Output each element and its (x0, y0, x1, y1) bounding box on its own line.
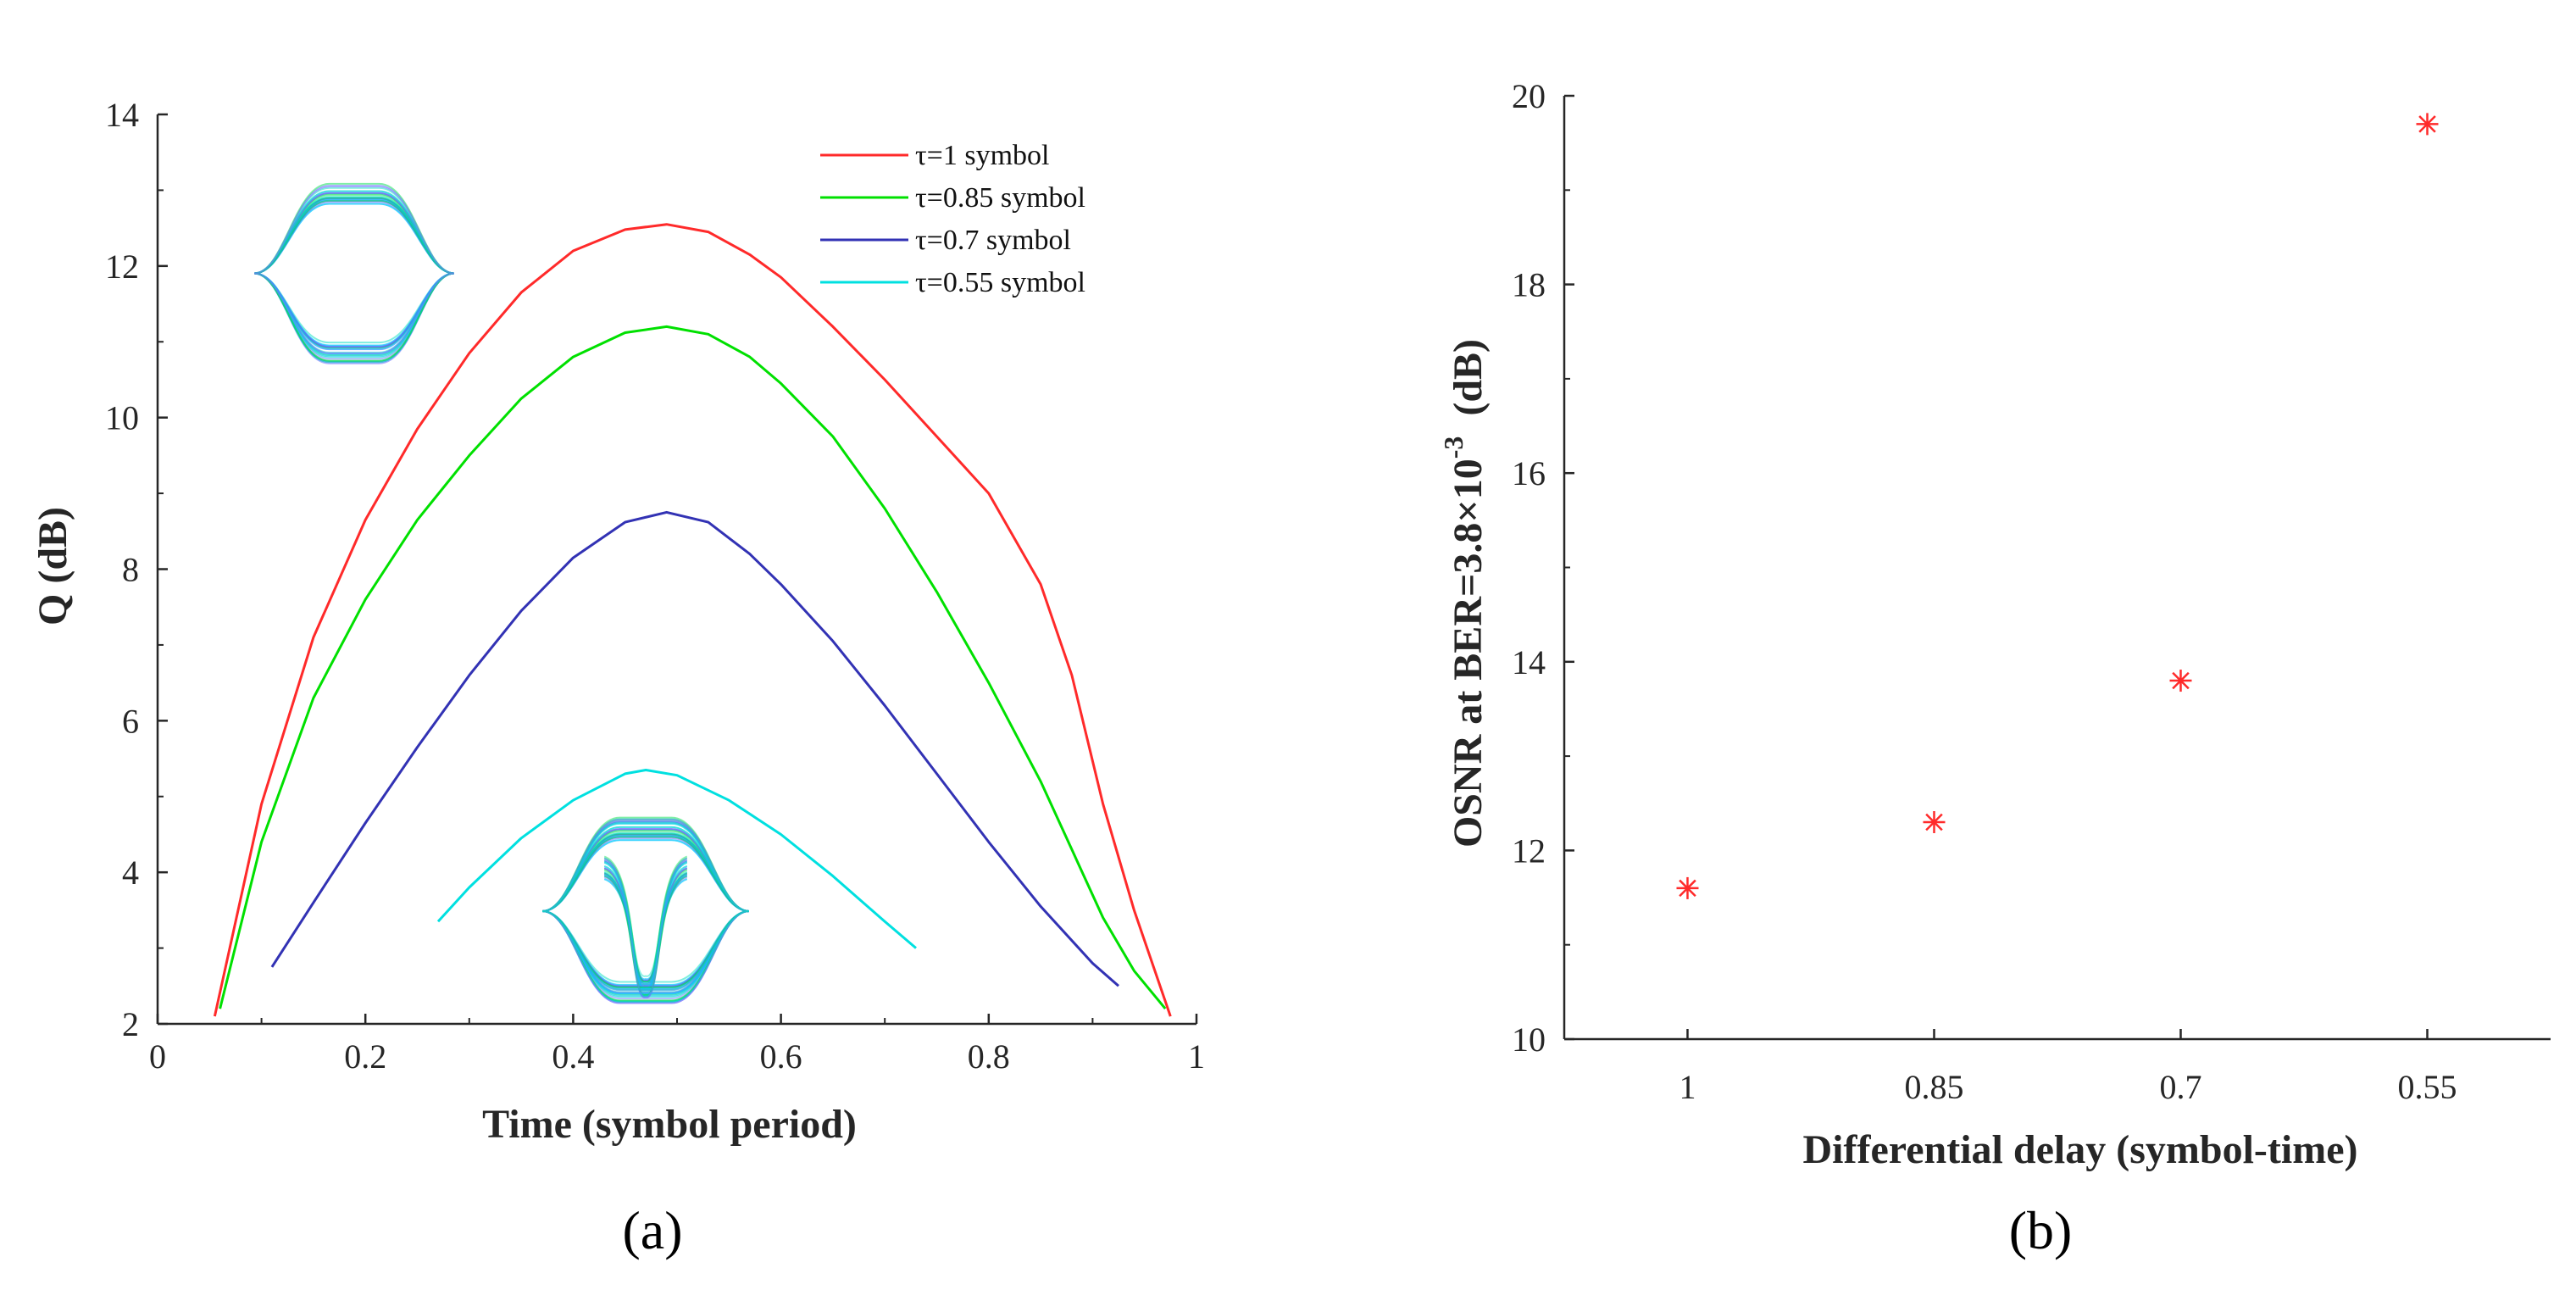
y-axis-title-main: OSNR at BER=3.8×10 (1446, 459, 1491, 848)
x-axis-title: Time (symbol period) (482, 1102, 857, 1147)
y-axis-title-unit: (dB) (1446, 339, 1491, 416)
series-line-1 (213, 223, 1172, 1017)
eye-diagram-inset-open (253, 182, 455, 364)
legend-label: τ=0.85 symbol (915, 182, 1085, 214)
series-line-2 (219, 325, 1167, 1010)
panel-label-a: (a) (622, 1200, 682, 1260)
x-tick-label: 0.7 (2160, 1068, 2202, 1106)
legend-label: τ=0.55 symbol (915, 267, 1085, 298)
y-tick-label: 16 (1512, 454, 1546, 492)
series-line-3 (270, 510, 1119, 987)
y-tick-label: 14 (1512, 643, 1546, 681)
eye-diagram-inset-closed (541, 816, 750, 1004)
eye-diagram-insets (253, 182, 750, 1004)
data-point-2 (1923, 811, 1946, 834)
x-tick-label: 1 (1188, 1037, 1205, 1076)
legend: τ=1 symbol τ=0.85 symbol τ=0.7 symbol τ=0.5… (820, 140, 1085, 298)
y-tick-label: 18 (1512, 266, 1546, 304)
y-tick-label: 6 (122, 702, 139, 740)
x-tick-label: 0.8 (968, 1037, 1010, 1076)
y-tick-label: 12 (1512, 831, 1546, 870)
y-tick-label: 4 (122, 854, 139, 892)
legend-label: τ=0.7 symbol (915, 225, 1071, 256)
x-tick-label: 0.4 (552, 1037, 594, 1076)
x-tick-label: 0.2 (344, 1037, 386, 1076)
y-tick-label: 20 (1512, 77, 1546, 115)
x-tick-label: 0.6 (760, 1037, 802, 1076)
x-tick-label: 0.85 (1905, 1068, 1964, 1106)
panel-b-scatter-chart: 1 0.85 0.7 0.55 10 12 14 16 18 20 Differential de… (1438, 77, 2551, 1260)
panel-label-b: (b) (2009, 1200, 2073, 1260)
series-line-4 (436, 769, 917, 949)
axes (1563, 94, 2551, 1041)
y-axis-title: Q (dB) (31, 507, 75, 626)
x-tick-label: 0.55 (2398, 1068, 2457, 1106)
y-tick-label: 8 (122, 551, 139, 589)
tick-labels: 1 0.85 0.7 0.55 10 12 14 16 18 20 (1512, 77, 2457, 1106)
y-axis-title-exponent: -3 (1438, 436, 1468, 459)
data-point-3 (2169, 670, 2192, 692)
y-tick-label: 2 (122, 1005, 139, 1043)
x-axis-title: Differential delay (symbol-time) (1803, 1127, 2358, 1172)
axes (156, 113, 1198, 1026)
data-point-4 (2416, 113, 2439, 136)
data-points (1676, 113, 2439, 899)
y-tick-label: 10 (105, 399, 139, 437)
legend-label: τ=1 symbol (915, 140, 1049, 171)
x-tick-label: 0 (149, 1037, 166, 1076)
data-point-1 (1676, 876, 1699, 899)
y-tick-label: 14 (105, 96, 139, 134)
series-lines (213, 223, 1172, 1017)
y-tick-label: 12 (105, 247, 139, 286)
y-axis-title: OSNR at BER=3.8×10-3 (dB) (1438, 339, 1491, 848)
y-tick-label: 10 (1512, 1020, 1546, 1059)
x-tick-label: 1 (1679, 1068, 1696, 1106)
